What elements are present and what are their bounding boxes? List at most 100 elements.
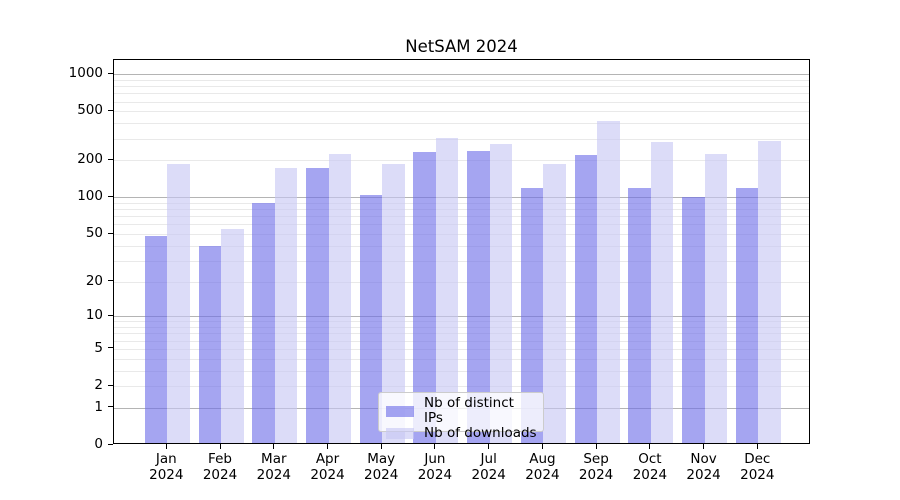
gridline-30 <box>114 260 809 262</box>
x-tick-label-month: Sep <box>583 451 609 467</box>
bar-distinct-ips-mar-2024 <box>252 202 275 443</box>
y-tick-label-20: 20 <box>85 272 103 289</box>
y-tick-200 <box>108 158 113 160</box>
x-tick-label-jul: Jul 2024 <box>459 451 519 483</box>
x-tick-label-apr: Apr 2024 <box>298 451 358 483</box>
gridline-70 <box>114 216 809 218</box>
x-tick-label-year: 2024 <box>149 467 184 483</box>
x-tick-label-month: Jun <box>424 451 446 467</box>
y-tick-500 <box>108 109 113 111</box>
gridline-1000 <box>114 74 809 76</box>
gridline-8 <box>114 327 809 329</box>
x-tick-7 <box>541 444 543 449</box>
bar-downloads-may-2024 <box>382 163 405 443</box>
x-tick-label-month: Apr <box>315 451 340 467</box>
gridline-20 <box>114 281 809 283</box>
y-tick-label-5: 5 <box>94 339 103 356</box>
x-tick-0 <box>165 444 167 449</box>
x-tick-6 <box>488 444 490 449</box>
x-tick-label-feb: Feb 2024 <box>190 451 250 483</box>
legend-swatch-distinct-ips <box>386 405 414 417</box>
bar-distinct-ips-apr-2024 <box>306 167 329 443</box>
gridline-2 <box>114 386 809 387</box>
legend-label-distinct-ips: Nb of distinct IPs <box>424 395 514 426</box>
gridline-700 <box>114 93 809 95</box>
x-tick-label-aug: Aug 2024 <box>512 451 572 483</box>
y-tick-label-1000: 1000 <box>68 65 103 82</box>
legend: Nb of distinct IPs Nb of downloads <box>378 392 544 441</box>
gridline-6 <box>114 340 809 342</box>
y-tick-label-1: 1 <box>94 398 103 415</box>
gridline-400 <box>114 123 809 125</box>
x-tick-label-year: 2024 <box>632 467 668 483</box>
legend-item-distinct-ips: Nb of distinct IPs <box>386 396 537 426</box>
x-tick-label-year: 2024 <box>471 467 506 483</box>
x-tick-9 <box>649 444 651 449</box>
x-tick-label-mar: Mar 2024 <box>244 451 304 483</box>
legend-item-downloads: Nb of downloads <box>386 426 537 441</box>
x-tick-label-year: 2024 <box>256 467 291 483</box>
bar-distinct-ips-may-2024 <box>359 195 383 443</box>
x-tick-label-month: Dec <box>744 451 771 467</box>
legend-swatch-downloads <box>386 428 414 439</box>
x-tick-label-month: Nov <box>690 451 717 467</box>
plot-area <box>113 59 810 444</box>
y-tick-2 <box>108 384 113 386</box>
bar-downloads-jan-2024 <box>167 163 190 443</box>
x-tick-label-jan: Jan 2024 <box>136 451 196 483</box>
x-tick-label-month: Oct <box>638 451 662 467</box>
x-tick-label-year: 2024 <box>310 467 345 483</box>
x-tick-label-sep: Sep 2024 <box>566 451 626 483</box>
y-tick-5 <box>108 347 113 349</box>
gridline-800 <box>114 86 809 88</box>
x-tick-4 <box>380 444 382 449</box>
bar-distinct-ips-jan-2024 <box>144 236 168 443</box>
y-tick-10 <box>108 314 113 316</box>
x-tick-label-year: 2024 <box>525 467 560 483</box>
y-tick-label-0: 0 <box>94 436 103 452</box>
y-tick-100 <box>108 195 113 197</box>
x-tick-label-may: May 2024 <box>351 451 411 483</box>
x-tick-label-month: Jan <box>155 451 177 467</box>
x-tick-label-month: Aug <box>529 451 556 467</box>
x-tick-11 <box>756 444 758 449</box>
legend-label-downloads: Nb of downloads <box>424 425 537 441</box>
x-tick-label-year: 2024 <box>417 467 453 483</box>
bar-distinct-ips-sep-2024 <box>574 155 598 443</box>
bar-downloads-jun-2024 <box>435 138 459 443</box>
bar-distinct-ips-jun-2024 <box>413 151 436 443</box>
bar-distinct-ips-oct-2024 <box>628 187 651 443</box>
bar-downloads-apr-2024 <box>328 153 351 443</box>
x-tick-2 <box>273 444 275 449</box>
bar-downloads-sep-2024 <box>597 121 620 443</box>
bar-distinct-ips-nov-2024 <box>682 197 705 443</box>
bar-downloads-dec-2024 <box>758 141 781 443</box>
x-tick-label-year: 2024 <box>202 467 238 483</box>
gridline-200 <box>114 160 809 162</box>
bar-distinct-ips-dec-2024 <box>735 188 759 443</box>
x-tick-label-year: 2024 <box>364 467 399 483</box>
x-tick-1 <box>219 444 221 449</box>
x-tick-label-month: Feb <box>208 451 232 467</box>
y-tick-1000 <box>108 72 113 74</box>
bar-downloads-mar-2024 <box>274 168 298 443</box>
x-tick-label-jun: Jun 2024 <box>405 451 465 483</box>
bar-distinct-ips-jul-2024 <box>467 150 490 443</box>
bar-downloads-feb-2024 <box>221 229 244 443</box>
bar-downloads-jul-2024 <box>489 143 513 443</box>
y-tick-label-2: 2 <box>94 377 103 393</box>
y-tick-label-100: 100 <box>77 188 103 205</box>
gridline-60 <box>114 224 809 226</box>
bar-downloads-nov-2024 <box>704 154 728 443</box>
x-tick-label-year: 2024 <box>578 467 614 483</box>
x-tick-label-year: 2024 <box>740 467 775 483</box>
gridline-10 <box>114 316 809 318</box>
bar-downloads-oct-2024 <box>650 141 674 443</box>
bar-distinct-ips-aug-2024 <box>520 188 544 443</box>
gridline-9 <box>114 321 809 323</box>
gridline-4 <box>114 358 809 360</box>
gridline-3 <box>114 370 809 372</box>
y-tick-label-50: 50 <box>85 225 103 241</box>
y-tick-label-500: 500 <box>77 102 103 119</box>
